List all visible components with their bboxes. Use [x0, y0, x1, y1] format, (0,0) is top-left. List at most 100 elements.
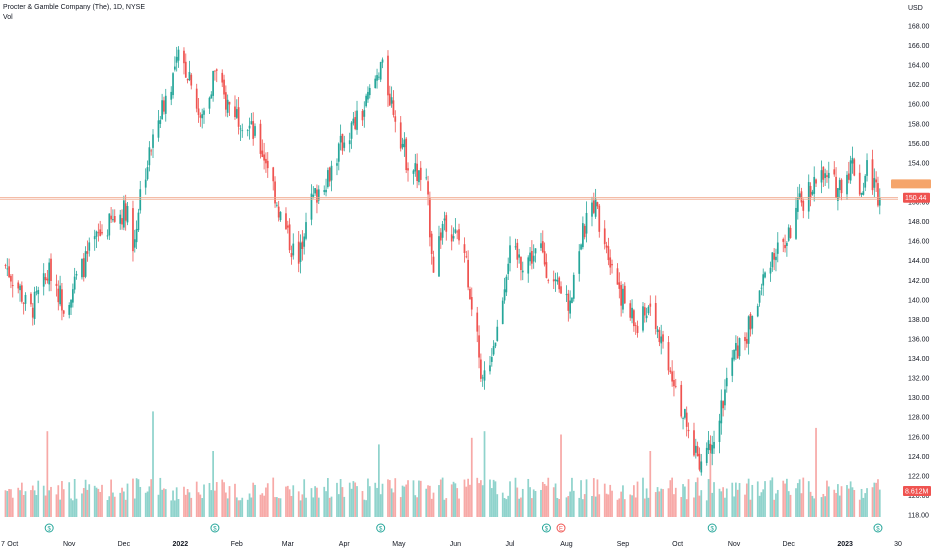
volume-bar	[567, 496, 570, 517]
candle	[190, 74, 193, 86]
time-tick-label: 30	[894, 541, 902, 548]
candle	[323, 190, 326, 192]
volume-bar	[354, 482, 357, 517]
volume-bar	[403, 486, 406, 517]
candle	[875, 179, 878, 183]
volume-bar	[246, 499, 249, 517]
candle	[195, 88, 198, 109]
volume-bar	[339, 479, 342, 517]
dividend-marker-icon[interactable]: $	[376, 523, 386, 533]
volume-bar	[137, 479, 140, 517]
currency-label: USD	[908, 5, 923, 12]
volume-bar	[62, 489, 65, 517]
volume-bar	[877, 479, 879, 517]
candle	[596, 202, 599, 207]
volume-bar	[297, 491, 300, 517]
candle	[815, 179, 817, 184]
volume-bar	[685, 499, 688, 517]
candle	[84, 251, 87, 277]
candle	[569, 300, 571, 314]
volume-bar	[654, 492, 657, 517]
volume-bar	[478, 483, 480, 517]
time-tick-label: May	[392, 541, 406, 548]
candle	[81, 259, 83, 278]
candle	[773, 253, 776, 260]
volume-bar	[17, 487, 20, 517]
candle	[381, 59, 384, 63]
candle	[807, 182, 810, 212]
candle	[272, 167, 275, 182]
volume-bar	[379, 494, 382, 517]
last-price-badge[interactable]	[903, 192, 930, 203]
candle	[667, 342, 670, 371]
volume-bar	[826, 480, 828, 517]
candle	[693, 430, 695, 456]
last-price-label: 150.44	[905, 195, 927, 202]
dividend-marker-icon[interactable]: $	[707, 523, 717, 533]
volume-bar	[724, 497, 726, 517]
dividend-marker-icon-glyph: $	[379, 527, 383, 533]
volume-bar	[705, 500, 708, 517]
candle	[629, 303, 632, 318]
time-axis[interactable]: 7 Oct Nov Dec 2022 Feb Mar Apr May Jun Jul Aug Sep Oc…	[1, 541, 902, 548]
candle	[35, 291, 38, 293]
candle	[450, 234, 453, 242]
volume-value-badge[interactable]	[903, 486, 931, 496]
earnings-marker-icon[interactable]: E	[556, 523, 566, 533]
candle	[290, 253, 293, 258]
volume-bar	[172, 490, 174, 517]
symbol-title[interactable]: Procter & Gamble Company (The), 1D, NYSE	[3, 4, 145, 11]
volume-bar	[636, 481, 639, 517]
candle	[643, 307, 646, 316]
candle	[412, 170, 415, 174]
candle	[70, 299, 72, 308]
volume-bar	[598, 494, 601, 517]
volume-bar	[463, 479, 466, 517]
candle	[547, 280, 550, 281]
candle	[286, 225, 289, 228]
dividend-marker-icon[interactable]: $	[44, 523, 54, 533]
volume-bar	[503, 498, 506, 517]
dividend-marker-icon[interactable]: $	[541, 523, 551, 533]
candle	[789, 227, 792, 238]
candle	[733, 349, 735, 360]
orange-price-marker[interactable]	[891, 179, 931, 189]
candle	[758, 290, 761, 303]
volume-bar	[467, 478, 469, 517]
volume-bar	[660, 488, 663, 517]
volume-bar	[700, 490, 703, 517]
volume-bar	[122, 491, 125, 517]
volume-bar	[762, 489, 765, 517]
candle	[263, 154, 265, 161]
price-tick-label: 144.00	[908, 258, 930, 265]
volume-bar	[658, 491, 661, 517]
volume-bar	[736, 489, 739, 517]
volume-bar	[798, 479, 801, 517]
volume-bar	[106, 500, 109, 517]
candle	[846, 174, 848, 195]
volume-bar	[99, 491, 102, 517]
volume-bar	[784, 483, 786, 517]
candle	[541, 241, 544, 253]
candle	[838, 180, 841, 191]
time-tick-label: Jul	[506, 541, 515, 548]
volume-indicator-label[interactable]: Vol	[3, 14, 13, 21]
volume-bar	[146, 491, 149, 517]
candle	[603, 228, 606, 245]
volume-bar	[558, 498, 561, 517]
price-axis[interactable]: USD 168.00 166.00 164.00 162.00 160.00 158.00 1…	[891, 5, 931, 520]
candle	[146, 167, 149, 180]
candle	[367, 91, 369, 100]
price-tick-label: 132.00	[908, 376, 930, 383]
volume-bar	[771, 477, 774, 517]
candle	[303, 236, 306, 247]
candle	[184, 61, 187, 78]
candle	[877, 183, 879, 206]
price-tick-label: 118.00	[908, 513, 929, 520]
candle	[212, 71, 214, 96]
dividend-marker-icon[interactable]: $	[873, 523, 883, 533]
dividend-marker-icon[interactable]: $	[210, 523, 220, 533]
volume-bar	[93, 485, 96, 517]
